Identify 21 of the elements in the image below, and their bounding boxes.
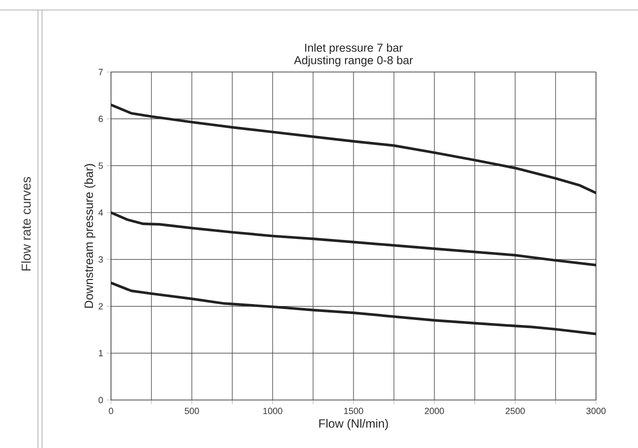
y-tick-label: 2 — [98, 303, 103, 310]
x-tick-label: 0 — [108, 408, 114, 414]
x-tick-label: 3000 — [586, 408, 606, 414]
text: Flow rate curves — [21, 176, 31, 270]
y-tick-label: 5 — [98, 162, 103, 169]
chart-title: Inlet pressure 7 bar — [305, 43, 403, 54]
x-axis-title: Flow (Nl/min) — [319, 418, 388, 430]
y-tick-label: 6 — [98, 116, 103, 122]
x-tick-label: 2000 — [424, 408, 444, 414]
x-tick-label: 2500 — [506, 408, 525, 414]
y-tick-label: 4 — [98, 209, 103, 216]
x-tick-label: 1000 — [263, 408, 282, 414]
x-tick-label: 500 — [184, 408, 199, 414]
y-tick-label: 0 — [98, 396, 103, 404]
chart-subtitle: Adjusting range 0-8 bar — [294, 56, 413, 66]
x-tick-label: 1500 — [344, 408, 364, 414]
line-series — [111, 104, 596, 194]
y-tick-label: 3 — [98, 256, 103, 263]
y-tick-label: 1 — [98, 350, 103, 356]
y-axis-title: Downstream pressure (bar) — [84, 164, 96, 308]
y-tick-label: 7 — [98, 68, 103, 76]
